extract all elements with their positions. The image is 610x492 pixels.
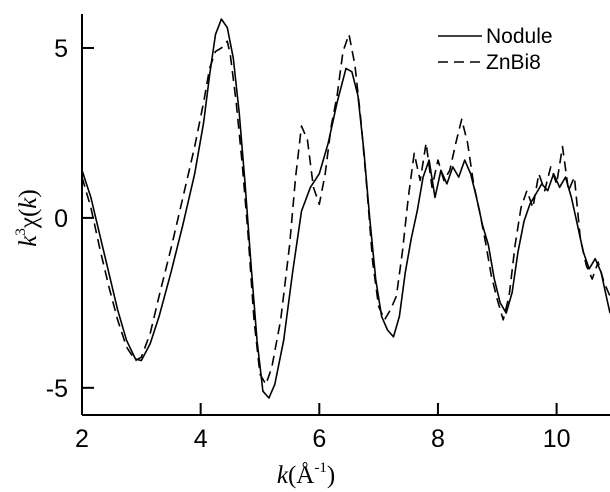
x-tick-label: 6 [312,425,326,453]
x-tick-label: 8 [431,425,445,453]
y-ticks: -5 0 5 [46,35,94,403]
y-tick-label: -5 [46,375,68,403]
series-line-znbi8 [81,33,610,386]
legend: Nodule ZnBi8 [438,25,553,74]
x-axis-label: k(Å-1) [277,460,335,489]
y-axis-label: k3χ(k) [13,189,42,246]
y-tick-label: 5 [54,35,68,63]
x-ticks: 2 4 6 8 10 [75,403,571,453]
x-tick-label: 10 [543,425,571,453]
legend-label-nodule: Nodule [486,25,553,48]
legend-label-znbi8: ZnBi8 [486,51,541,74]
series-line-nodule [81,18,610,399]
x-tick-label: 2 [75,425,89,453]
y-tick-label: 0 [54,205,68,233]
x-tick-label: 4 [194,425,208,453]
plot-lines [81,18,610,399]
